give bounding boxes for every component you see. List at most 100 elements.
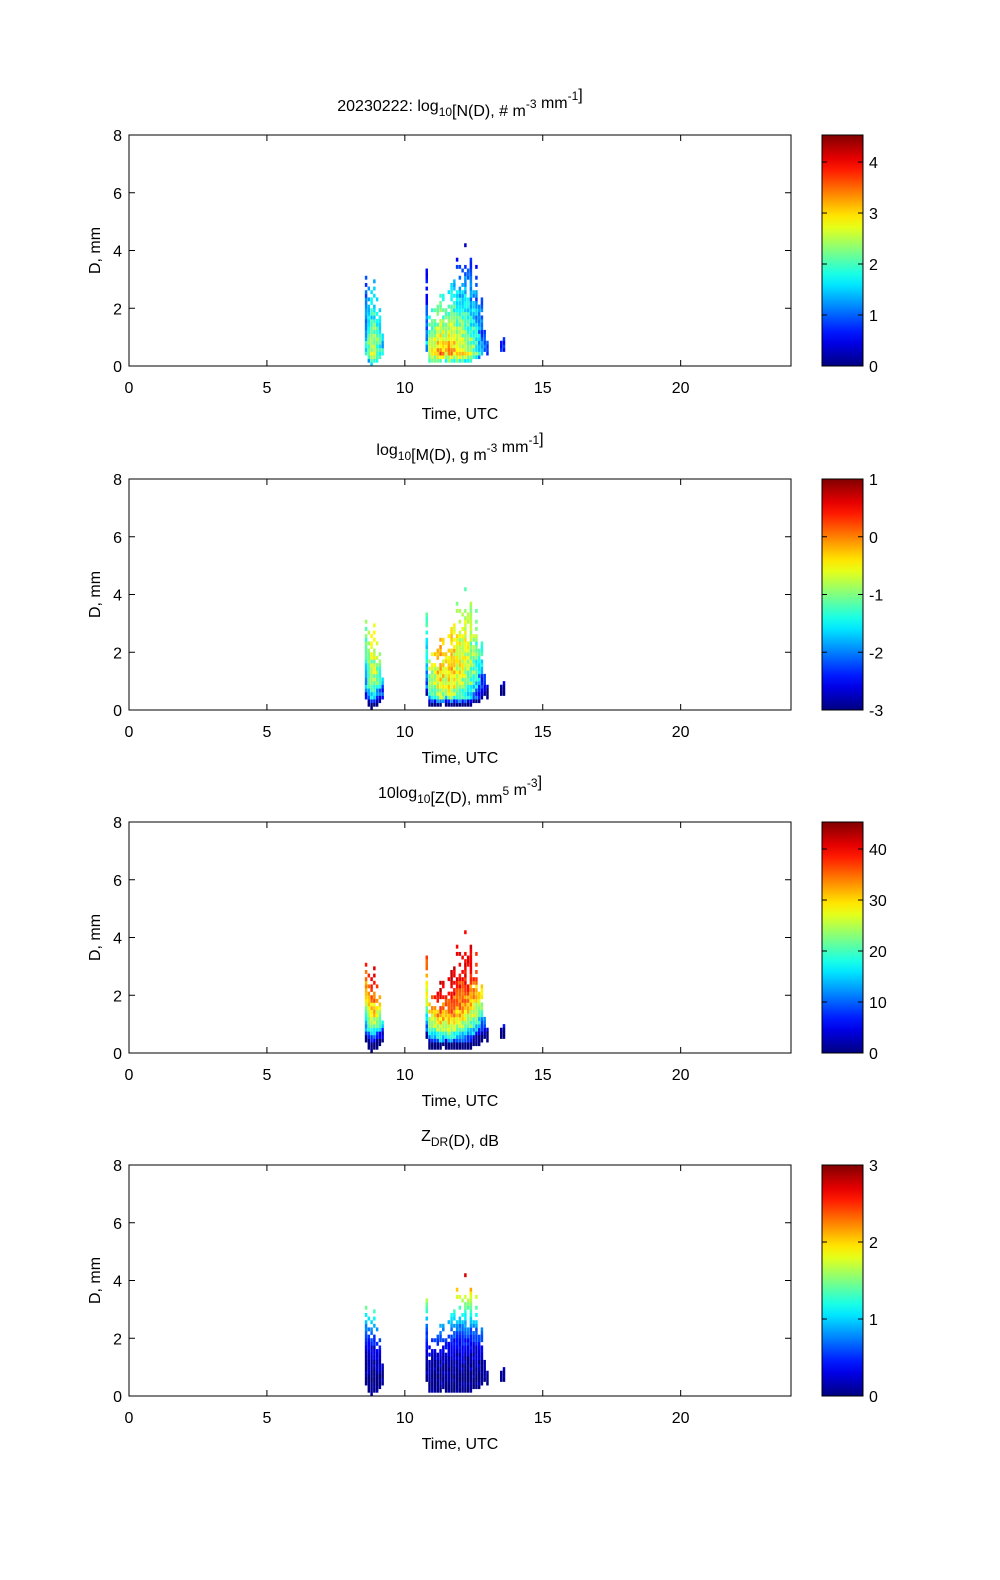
heatmap-cell <box>466 1381 470 1386</box>
heatmap-cell <box>373 663 376 667</box>
heatmap-cell <box>464 655 467 660</box>
heatmap-cell <box>428 1374 431 1379</box>
heatmap-cell <box>428 1009 431 1014</box>
heatmap-cell <box>439 670 442 675</box>
heatmap-cell <box>455 1359 459 1364</box>
heatmap-cell <box>464 977 467 982</box>
heatmap-cell <box>469 612 473 617</box>
heatmap-cell <box>475 688 478 693</box>
heatmap-cell <box>464 1302 467 1307</box>
heatmap-cell <box>469 1352 473 1357</box>
heatmap-cell <box>458 1356 462 1361</box>
heatmap-cell <box>458 1367 462 1372</box>
heatmap-cell <box>439 322 442 327</box>
heatmap-cell <box>373 347 376 352</box>
heatmap-cell <box>442 1356 445 1361</box>
heatmap-cell <box>461 326 464 331</box>
heatmap-cell <box>428 1370 431 1375</box>
heatmap-cell <box>453 1377 456 1382</box>
heatmap-cell <box>450 1374 453 1379</box>
heatmap-cell <box>447 1356 451 1361</box>
heatmap-cell <box>450 688 453 693</box>
heatmap-cell <box>458 1349 462 1353</box>
heatmap-cell <box>480 1027 484 1032</box>
title-part: -3 <box>527 776 538 790</box>
heatmap-cell <box>499 688 503 693</box>
colorbar-gradient <box>821 478 864 711</box>
heatmap-cell <box>461 1388 464 1393</box>
heatmap-cell <box>447 355 451 360</box>
heatmap-cell <box>433 351 437 356</box>
heatmap-cell <box>378 1034 382 1039</box>
heatmap-cell <box>364 977 368 982</box>
heatmap-cell <box>439 344 442 349</box>
heatmap-cell <box>436 1356 440 1361</box>
heatmap-cell <box>436 1034 440 1039</box>
heatmap-cell <box>480 1345 484 1350</box>
heatmap-cell <box>466 326 470 331</box>
heatmap-cell <box>373 358 376 363</box>
heatmap-cell <box>464 1305 467 1310</box>
heatmap-cell <box>455 677 459 682</box>
heatmap-cell <box>450 630 453 635</box>
heatmap-cell <box>381 337 384 342</box>
heatmap-cell <box>364 1002 368 1007</box>
heatmap-cell <box>453 344 456 349</box>
heatmap-cell <box>466 1349 470 1353</box>
heatmap-cell <box>425 1024 429 1029</box>
heatmap-cell <box>472 684 475 689</box>
heatmap-cell <box>375 984 379 989</box>
heatmap-cell <box>375 1020 379 1025</box>
heatmap-cell <box>461 1370 464 1375</box>
heatmap-cell <box>439 1027 442 1032</box>
heatmap-cell <box>455 326 459 331</box>
heatmap-cell <box>428 340 431 345</box>
heatmap-cell <box>472 337 475 342</box>
heatmap-cell <box>475 1013 478 1018</box>
heatmap-cell <box>364 315 368 320</box>
heatmap-cell <box>425 301 429 305</box>
heatmap-cell <box>475 1374 478 1379</box>
heatmap-cell <box>453 645 456 649</box>
heatmap-cell <box>433 1045 437 1050</box>
heatmap-cell <box>370 1002 373 1007</box>
heatmap-cell <box>442 1013 445 1018</box>
heatmap-cell <box>453 1341 456 1346</box>
heatmap-cell <box>469 1042 473 1047</box>
heatmap-cell <box>466 319 470 323</box>
heatmap-cell <box>378 1356 382 1361</box>
heatmap-cell <box>447 688 451 693</box>
heatmap-cell <box>464 1027 467 1032</box>
heatmap-cell <box>364 1024 368 1029</box>
heatmap-cell <box>455 699 459 704</box>
heatmap-cell <box>373 1341 376 1346</box>
heatmap-cell <box>364 1331 368 1335</box>
heatmap-cell <box>436 326 440 331</box>
heatmap-cell <box>447 1045 451 1050</box>
heatmap-cell <box>442 1352 445 1357</box>
heatmap-cell <box>436 677 440 682</box>
heatmap-cell <box>364 293 368 298</box>
heatmap-cell <box>486 344 489 349</box>
heatmap-cell <box>436 648 440 653</box>
heatmap-cell <box>436 304 440 309</box>
heatmap-cell <box>502 1024 506 1029</box>
heatmap-cell <box>461 695 464 700</box>
heatmap-cell <box>455 702 459 707</box>
heatmap-cell <box>367 1349 371 1353</box>
heatmap-cell <box>455 1377 459 1382</box>
heatmap-cell <box>483 344 486 349</box>
heatmap-cell <box>469 268 473 273</box>
heatmap-cell <box>425 962 429 967</box>
heatmap-cell <box>477 655 481 660</box>
heatmap-cell <box>472 1020 475 1025</box>
heatmap-cell <box>425 616 429 621</box>
heatmap-cell <box>458 319 462 323</box>
heatmap-cell <box>450 699 453 704</box>
heatmap-cell <box>475 344 478 349</box>
heatmap-cell <box>466 1356 470 1361</box>
heatmap-cell <box>455 684 459 689</box>
heatmap-cell <box>364 1341 368 1346</box>
heatmap-cell <box>431 344 434 349</box>
